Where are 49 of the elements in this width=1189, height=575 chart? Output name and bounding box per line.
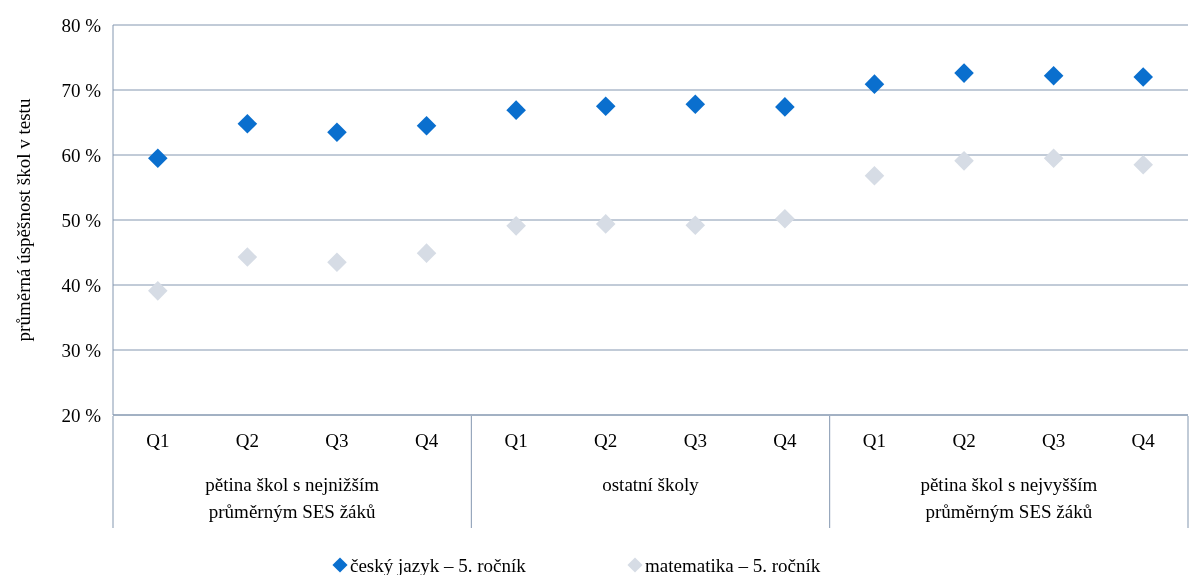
point — [327, 122, 347, 143]
point — [775, 97, 795, 117]
point — [864, 74, 885, 94]
point — [685, 94, 706, 115]
y-tick-label: 30 % — [61, 339, 102, 361]
point — [595, 96, 616, 117]
point — [237, 114, 258, 134]
point — [954, 151, 974, 171]
point — [416, 115, 437, 136]
y-tick-label: 70 % — [61, 79, 102, 101]
x-tick-label: Q4 — [773, 430, 797, 451]
text: pětina škol s nejvyšším průměrným SES žáků — [920, 474, 1098, 522]
x-tick-label: Q4 — [1131, 430, 1156, 451]
x-tick-label: Q2 — [952, 430, 976, 451]
y-axis-title: průměrná úspěšnost škol v testu — [13, 98, 34, 342]
point — [147, 148, 168, 169]
legend-label: český jazyk – 5. ročník — [350, 554, 527, 575]
x-tick-label: Q3 — [1042, 430, 1066, 451]
point — [775, 208, 795, 229]
point — [327, 252, 347, 273]
y-tick-label: 40 % — [61, 274, 102, 296]
x-tick-label: Q1 — [146, 430, 170, 451]
legend-label: matematika – 5. ročník — [645, 554, 821, 575]
point — [685, 215, 706, 235]
x-tick-label: Q1 — [862, 430, 887, 451]
x-tick-label: Q2 — [235, 430, 259, 451]
x-tick-label: Q1 — [504, 430, 528, 451]
point — [1043, 65, 1064, 86]
text: pětina škol s nejnižším průměrným SES žáků — [205, 474, 380, 522]
y-tick-label: 80 % — [61, 14, 102, 36]
y-tick-label: 20 % — [61, 404, 102, 426]
point — [147, 281, 168, 301]
x-tick-label: Q2 — [594, 430, 618, 451]
x-tick-label: Q4 — [414, 430, 439, 451]
point — [595, 214, 616, 234]
point — [506, 216, 526, 236]
y-tick-label: 50 % — [61, 209, 102, 231]
point — [1043, 148, 1064, 169]
point — [416, 243, 437, 263]
point — [954, 63, 974, 83]
point — [864, 166, 885, 186]
point — [506, 100, 526, 120]
y-tick-label: 60 % — [61, 144, 102, 166]
text: ostatní školy — [602, 474, 700, 495]
x-tick-label: Q3 — [325, 430, 349, 451]
point — [1133, 154, 1154, 175]
point — [1133, 67, 1154, 87]
point — [237, 247, 258, 267]
x-tick-label: Q3 — [683, 430, 707, 451]
